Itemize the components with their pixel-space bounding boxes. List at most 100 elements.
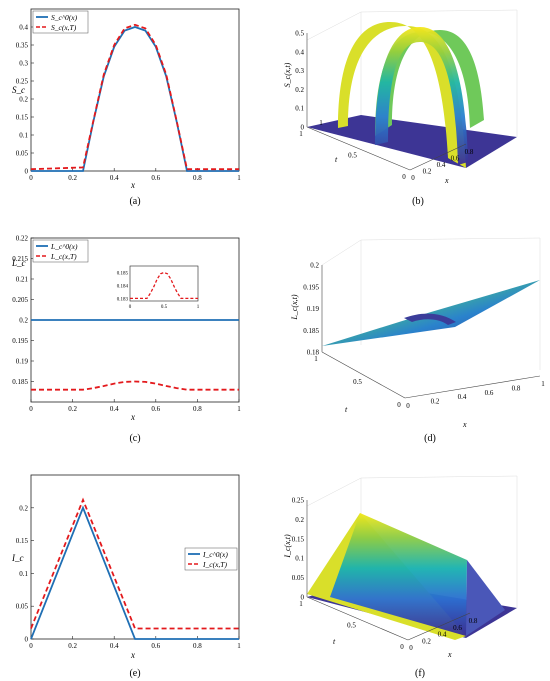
panel-c-ylabel: L_c xyxy=(11,258,26,268)
t-tick-label: 0 xyxy=(397,401,401,409)
y-tick-label: 0.2 xyxy=(19,96,28,104)
inset-x-tick-label: 0 xyxy=(129,305,132,310)
panel-a-series-final xyxy=(30,23,239,171)
y-tick-label: 0.3 xyxy=(19,60,28,68)
x-tick-label: 1 xyxy=(319,119,323,127)
panel-e-legend-final: I_c(x,T) xyxy=(202,560,227,569)
y-tick-label: 0.2 xyxy=(19,504,28,512)
z-tick-label: 0.05 xyxy=(292,574,305,582)
inset-x-tick-label: 1 xyxy=(197,305,200,310)
x-tick-label: 0.4 xyxy=(458,393,467,401)
z-tick-label: 0.18 xyxy=(307,349,320,357)
x-tick-label: 0 xyxy=(29,174,33,182)
y-tick-label: 0.215 xyxy=(12,255,28,263)
panel-a: 0 0.2 0.4 0.6 0.8 1 0 0.05 0.1 0.15 0.2 0.25 0.3 0.35… xyxy=(12,8,242,207)
x-tick-label: 0.6 xyxy=(485,389,494,397)
panel-e-ticks: 0 0.2 0.4 0.6 0.8 1 0 0.05 0.1 0.15 0.2 xyxy=(16,504,242,650)
t-tick-label: 0.5 xyxy=(353,378,362,386)
z-tick-label: 0 xyxy=(301,594,305,602)
panel-b-tlabel: t xyxy=(335,155,338,164)
x-tick-label: 0.2 xyxy=(423,168,432,176)
panel-f-caption: (f) xyxy=(415,668,425,679)
panel-f-surface-front xyxy=(330,513,467,636)
z-tick-label: 0.185 xyxy=(303,327,319,335)
t-tick-label: 0.5 xyxy=(347,622,356,630)
panel-b-zlabel: S_c(x,t) xyxy=(283,62,292,87)
y-tick-label: 0 xyxy=(25,168,29,176)
y-tick-label: 0.05 xyxy=(16,603,29,611)
panel-c-ticks: 0 0.2 0.4 0.6 0.8 1 0.185 0.19 0.195 0.2 0.205 0.21… xyxy=(12,235,241,414)
x-tick-label: 0.4 xyxy=(110,174,119,182)
panel-d-surface xyxy=(322,280,540,346)
x-tick-label: 0 xyxy=(29,642,33,650)
panel-d-grid xyxy=(321,237,541,370)
panel-d-surface-bump xyxy=(404,313,456,325)
y-tick-label: 0.4 xyxy=(19,24,28,32)
y-tick-label: 0.1 xyxy=(19,570,28,578)
x-tick-label: 0.2 xyxy=(68,174,77,182)
panel-f-surface-side xyxy=(466,560,505,636)
x-tick-label: 0 xyxy=(406,402,410,410)
panel-a-ticks: 0 0.2 0.4 0.6 0.8 1 0 0.05 0.1 0.15 0.2 0.25 0.3 0.35… xyxy=(16,24,242,183)
panel-c-xlabel: x xyxy=(130,412,135,422)
panel-a-xlabel: x xyxy=(130,180,135,190)
x-tick-label: 0.6 xyxy=(151,642,160,650)
x-tick-label: 1 xyxy=(237,174,241,182)
z-tick-label: 0.2 xyxy=(295,86,304,94)
panel-e-ylabel: I_c xyxy=(11,553,24,563)
y-tick-label: 0.25 xyxy=(16,78,29,86)
y-tick-label: 0.35 xyxy=(16,42,29,50)
x-tick-label: 0 xyxy=(411,174,415,182)
panel-e-series-final xyxy=(30,497,239,630)
panel-b-grid xyxy=(306,9,518,137)
z-tick-label: 0.2 xyxy=(310,262,319,270)
t-tick-label: 1 xyxy=(314,355,318,363)
panel-d-tlabel: t xyxy=(345,405,348,414)
panel-a-caption: (a) xyxy=(129,196,140,207)
y-tick-label: 0 xyxy=(25,636,29,644)
x-tick-label: 0 xyxy=(29,405,33,413)
panel-a-legend-final: S_c(x,T) xyxy=(51,23,77,32)
panel-f-zlabel: I_c(x,t) xyxy=(283,534,292,559)
panel-e-legend: I_c^0(x) I_c(x,T) xyxy=(184,547,238,571)
x-tick-label: 1 xyxy=(541,380,545,388)
x-tick-label: 0.2 xyxy=(422,637,431,645)
y-tick-label: 0.05 xyxy=(16,150,29,158)
z-tick-label: 0 xyxy=(301,124,305,132)
panel-b-surface-front xyxy=(375,27,468,165)
panel-c-legend: L_c^0(x) L_c(x,T) xyxy=(32,239,89,263)
t-tick-label: 1 xyxy=(299,130,303,138)
inset-y-tick-label: 0.185 xyxy=(117,271,129,276)
x-tick-label: 0.8 xyxy=(193,642,202,650)
panel-c-legend-final: L_c(x,T) xyxy=(50,252,77,261)
panel-e-series-initial xyxy=(30,505,239,640)
panel-c-caption: (c) xyxy=(129,433,140,444)
t-tick-label: 1 xyxy=(299,600,303,608)
panel-c-series-final xyxy=(31,380,239,391)
y-tick-label: 0.15 xyxy=(16,114,29,122)
x-tick-label: 0.2 xyxy=(68,642,77,650)
panel-d: 0.18 0.185 0.19 0.195 0.2 1 0.5 0 0 0.2 0.4 0.6 0.8 1… xyxy=(290,237,545,444)
y-tick-label: 0.19 xyxy=(16,358,29,366)
panel-d-xlabel: x xyxy=(462,420,467,429)
panel-f-xlabel: x xyxy=(447,650,452,659)
x-tick-label: 0.6 xyxy=(451,155,460,163)
inset-y-tick-label: 0.184 xyxy=(117,284,129,289)
panel-c: 0 0.2 0.4 0.6 0.8 1 0.185 0.19 0.195 0.2 0.205 0.21… xyxy=(11,235,241,445)
panel-d-caption: (d) xyxy=(424,433,436,444)
x-tick-label: 0.2 xyxy=(431,398,440,406)
panel-f-tlabel: t xyxy=(333,637,336,646)
panel-d-zlabel: L_c(x,t) xyxy=(290,294,299,320)
t-tick-label: 0.5 xyxy=(348,152,357,160)
x-tick-label: 0.4 xyxy=(438,631,447,639)
y-tick-label: 0.195 xyxy=(12,337,28,345)
z-tick-label: 0.15 xyxy=(292,535,305,543)
panel-b-caption: (b) xyxy=(412,196,424,207)
z-tick-label: 0.5 xyxy=(295,30,304,38)
panel-a-legend: S_c^0(x) S_c(x,T) xyxy=(32,10,89,34)
panel-b-axes: 00.10.20.30.40.510.50 00.20.40.60.81 xyxy=(295,30,474,183)
x-tick-label: 0.4 xyxy=(437,161,446,169)
panel-e-caption: (e) xyxy=(129,668,140,679)
